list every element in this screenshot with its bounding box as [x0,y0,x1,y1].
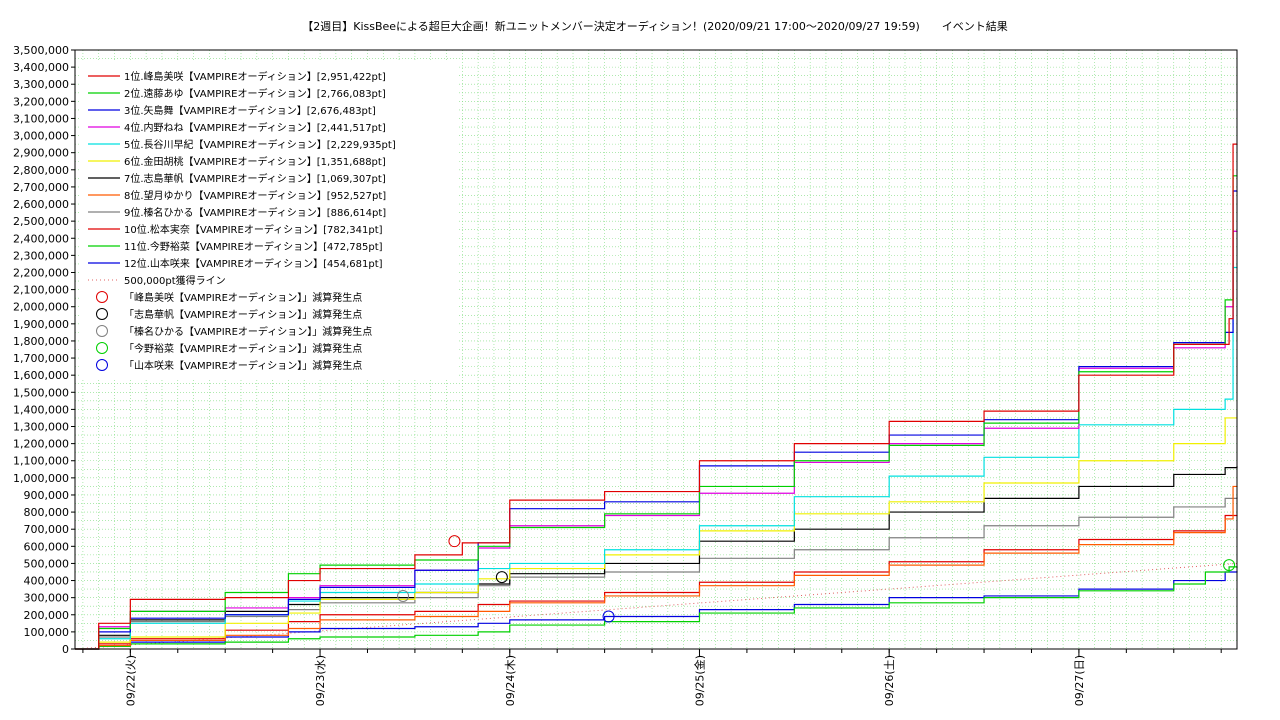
y-tick-label: 100,000 [24,626,70,639]
x-tick-label: 09/25(金) [692,655,706,706]
y-tick-label: 600,000 [24,540,70,553]
legend-label: 「今野裕菜【VAMPIREオーディション】」減算発生点 [124,342,362,355]
y-tick-label: 1,800,000 [13,335,69,348]
legend-label: 7位.志島華帆【VAMPIREオーディション】[1,069,307pt] [124,172,386,185]
y-tick-label: 2,000,000 [13,301,69,314]
y-tick-label: 200,000 [24,609,70,622]
deduction-marker [495,571,508,584]
legend-label: 4位.内野ねね【VAMPIREオーディション】[2,441,517pt] [124,121,386,134]
y-tick-label: 0 [62,643,69,656]
y-tick-label: 900,000 [24,489,70,502]
y-tick-label: 1,600,000 [13,369,69,382]
y-tick-label: 1,400,000 [13,403,69,416]
legend-marker [96,359,108,371]
legend-label: 「峰島美咲【VAMPIREオーディション】」減算発生点 [124,291,362,304]
legend-label: 1位.峰島美咲【VAMPIREオーディション】[2,951,422pt] [124,70,386,83]
y-tick-label: 2,400,000 [13,232,69,245]
y-tick-label: 3,000,000 [13,130,69,143]
series-line [75,143,1238,650]
legend-label: 6位.金田胡桃【VAMPIREオーディション】[1,351,688pt] [124,155,386,168]
x-tick-label: 09/26(土) [883,655,896,706]
legend-marker [96,291,108,303]
y-tick-label: 800,000 [24,506,70,519]
y-tick-label: 1,100,000 [13,455,69,468]
y-tick-label: 700,000 [24,523,70,536]
y-tick-label: 300,000 [24,592,70,605]
legend-background [80,62,458,380]
y-tick-label: 1,900,000 [13,318,69,331]
series-lines [75,143,1238,650]
legend: 1位.峰島美咲【VAMPIREオーディション】[2,951,422pt] 2位.遠… [80,62,458,380]
deduction-marker [1223,559,1236,572]
series-line [75,571,1238,650]
legend-label: 「山本咲来【VAMPIREオーディション】」減算発生点 [124,359,362,372]
y-tick-label: 2,300,000 [13,249,69,262]
plot-frame [74,49,1238,650]
legend-label: 8位.望月ゆかり【VAMPIREオーディション】[952,527pt] [124,189,386,202]
x-tick-label: 09/24(木) [504,655,517,706]
x-tick-label: 09/27(日) [1073,655,1086,706]
y-tick-label: 2,500,000 [13,215,69,228]
y-tick-label: 400,000 [24,575,70,588]
y-tick-label: 1,300,000 [13,421,69,434]
deduction-marker [602,610,615,623]
legend-label: 11位.今野裕菜【VAMPIREオーディション】[472,785pt] [124,240,383,253]
x-tick-label: 09/22(火) [124,655,137,706]
y-tick-label: 1,200,000 [13,438,69,451]
y-tick-label: 2,700,000 [13,181,69,194]
series-line [75,514,1238,650]
y-tick-label: 2,600,000 [13,198,69,211]
y-tick-label: 1,700,000 [13,352,69,365]
series-line [75,417,1238,650]
legend-label: 10位.松本実奈【VAMPIREオーディション】[782,341pt] [124,223,383,236]
y-tick-label: 3,300,000 [13,78,69,91]
legend-label: 12位.山本咲来【VAMPIREオーディション】[454,681pt] [124,257,383,270]
legend-label: 「榛名ひかる【VAMPIREオーディション】」減算発生点 [124,325,372,338]
chart-title: 【2週目】KissBeeによる超巨大企画！新ユニットメンバー決定オーディション！… [302,19,1008,33]
legend-label: 5位.長谷川早紀【VAMPIREオーディション】[2,229,935pt] [124,138,396,151]
axes: 0 100,000 200,000 300,000 400,000 500,000 600,… [13,44,1222,706]
y-tick-label: 2,900,000 [13,147,69,160]
legend-marker [96,308,108,320]
legend-label: 2位.遠藤あゆ【VAMPIREオーディション】[2,766,083pt] [124,87,386,100]
y-tick-label: 3,400,000 [13,61,69,74]
legend-marker [96,342,108,354]
series-line [75,190,1238,650]
y-tick-label: 500,000 [24,557,70,570]
series-line [75,497,1238,650]
y-tick-label: 1,500,000 [13,386,69,399]
y-tick-label: 2,200,000 [13,266,69,279]
y-tick-label: 3,500,000 [13,44,69,57]
y-tick-label: 2,800,000 [13,164,69,177]
deduction-marker [397,589,410,602]
y-tick-label: 3,100,000 [13,112,69,125]
legend-label: 9位.榛名ひかる【VAMPIREオーディション】[886,614pt] [124,206,386,219]
legend-label: 3位.矢島舞【VAMPIREオーディション】[2,676,483pt] [124,104,376,117]
legend-marker [96,325,108,337]
y-tick-label: 3,200,000 [13,95,69,108]
x-tick-label: 09/23(水) [314,655,327,706]
y-tick-label: 1,000,000 [13,472,69,485]
deduction-marker [448,535,461,548]
series-line [75,485,1238,650]
series-line [75,566,1238,650]
y-tick-label: 2,100,000 [13,284,69,297]
legend-label: 「志島華帆【VAMPIREオーディション】」減算発生点 [124,308,362,321]
deduction-markers [397,535,1236,623]
legend-label: 500,000pt獲得ライン [124,274,226,287]
